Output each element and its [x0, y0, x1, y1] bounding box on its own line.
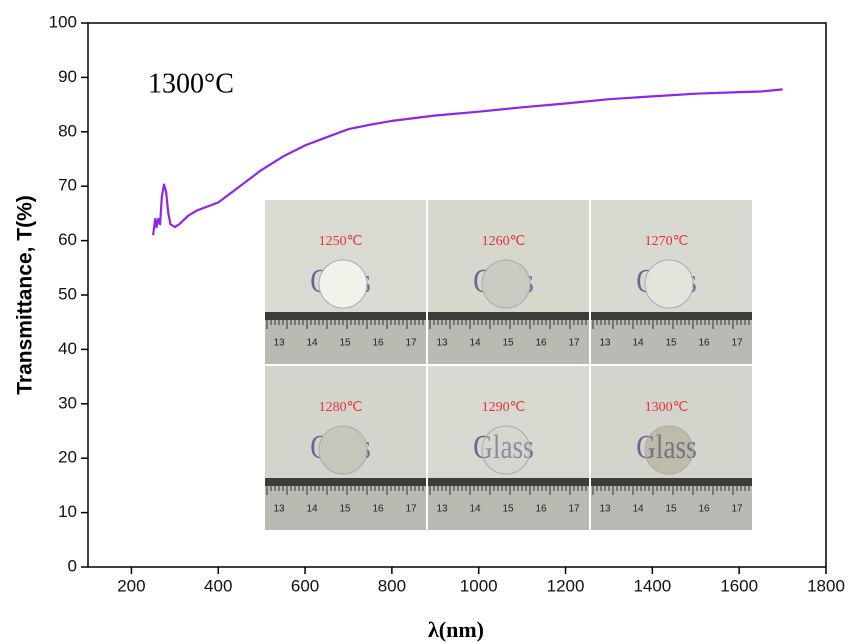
glass-disc [318, 259, 368, 309]
ruler-label: 16 [535, 504, 547, 515]
panel-label: 1280℃ [319, 400, 363, 415]
photo-panel: 1250℃Glass1314151617 [265, 200, 426, 364]
ruler-label: 16 [535, 338, 547, 349]
glass-disc [481, 425, 531, 475]
ruler-edge [591, 312, 752, 320]
x-tick-label: 600 [291, 576, 319, 595]
ruler-edge [265, 312, 426, 320]
panel-label: 1250℃ [319, 234, 363, 249]
ruler-label: 17 [405, 338, 417, 349]
panel-label: 1290℃ [482, 400, 526, 415]
glass-disc [318, 425, 368, 475]
photo-panel: 1300℃Glass1314151617 [591, 366, 752, 530]
ruler-label: 14 [632, 338, 644, 349]
y-tick-label: 20 [58, 448, 77, 467]
glass-disc [644, 259, 694, 309]
ruler-label: 13 [436, 338, 448, 349]
ruler-label: 14 [632, 504, 644, 515]
ruler-label: 15 [665, 504, 677, 515]
ruler-label: 16 [372, 504, 384, 515]
x-tick-label: 1600 [720, 576, 758, 595]
ruler [265, 486, 426, 530]
x-tick-label: 1800 [807, 576, 845, 595]
ruler-label: 14 [469, 504, 481, 515]
photo-panel: 1290℃Glass1314151617 [428, 366, 589, 530]
ruler [591, 486, 752, 530]
ruler-label: 13 [599, 504, 611, 515]
y-tick-label: 60 [58, 230, 77, 249]
ruler-label: 17 [405, 504, 417, 515]
ruler-label: 16 [372, 338, 384, 349]
data-line [152, 88, 783, 236]
ruler-edge [428, 478, 589, 486]
ruler-label: 13 [273, 504, 285, 515]
ruler-label: 15 [339, 504, 351, 515]
ruler-label: 15 [502, 504, 514, 515]
ruler [428, 486, 589, 530]
y-tick-label: 70 [58, 176, 77, 195]
panel-label: 1300℃ [645, 400, 689, 415]
ruler-label: 14 [469, 338, 481, 349]
ruler-label: 14 [306, 504, 318, 515]
x-tick-label: 200 [117, 576, 145, 595]
ruler-label: 13 [436, 504, 448, 515]
x-tick-label: 400 [204, 576, 232, 595]
ruler-label: 17 [731, 338, 743, 349]
y-axis-label: Transmittance, T(%) [14, 195, 37, 395]
glass-disc [644, 425, 694, 475]
y-tick-label: 90 [58, 67, 77, 86]
ruler-label: 17 [731, 504, 743, 515]
ruler-label: 15 [502, 338, 514, 349]
ruler-edge [591, 478, 752, 486]
ruler-label: 15 [665, 338, 677, 349]
annotation: 1300°C [148, 68, 234, 99]
ruler-label: 13 [273, 338, 285, 349]
x-tick-label: 1400 [633, 576, 671, 595]
y-tick-label: 0 [68, 556, 77, 575]
photo-panel: 1270℃Glass1314151617 [591, 200, 752, 364]
ruler-edge [265, 478, 426, 486]
panel-label: 1270℃ [645, 234, 689, 249]
ruler-label: 16 [698, 504, 710, 515]
glass-disc [481, 259, 531, 309]
ruler [428, 320, 589, 364]
y-tick-label: 50 [58, 284, 77, 303]
ruler [591, 320, 752, 364]
x-tick-label: 1200 [547, 576, 585, 595]
y-tick-label: 10 [58, 502, 77, 521]
ruler-label: 14 [306, 338, 318, 349]
x-tick-label: 800 [378, 576, 406, 595]
ruler-label: 17 [568, 338, 580, 349]
ruler-label: 16 [698, 338, 710, 349]
x-tick-label: 1000 [460, 576, 498, 595]
ruler-label: 13 [599, 338, 611, 349]
ruler-label: 17 [568, 504, 580, 515]
y-tick-label: 30 [58, 393, 77, 412]
panel-label: 1260℃ [482, 234, 526, 249]
y-tick-label: 40 [58, 339, 77, 358]
y-tick-label: 100 [49, 12, 77, 31]
x-axis-label: λ(nm) [428, 617, 484, 642]
ruler [265, 320, 426, 364]
photo-panel: 1280℃Glass1314151617 [265, 366, 426, 530]
ruler-label: 15 [339, 338, 351, 349]
ruler-edge [428, 312, 589, 320]
y-tick-label: 80 [58, 121, 77, 140]
photo-panel: 1260℃Glass1314151617 [428, 200, 589, 364]
